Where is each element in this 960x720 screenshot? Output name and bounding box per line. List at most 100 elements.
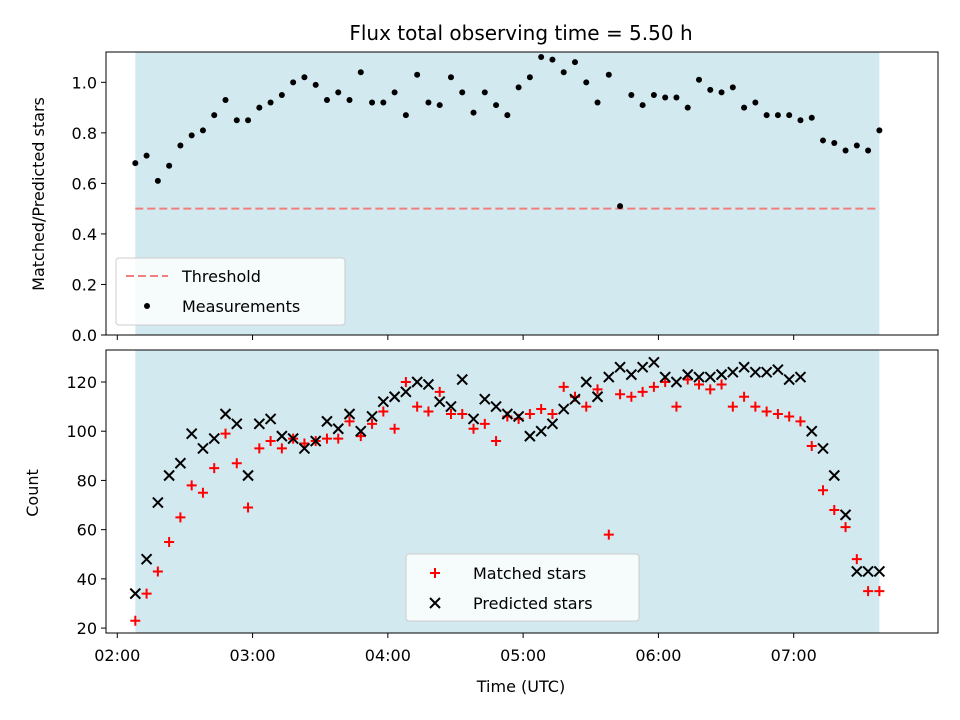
predicted-star-point [388,391,401,403]
chart-title: Flux total observing time = 5.50 h [349,21,692,45]
predicted-star-point [783,373,795,386]
matched-star-point [592,384,603,395]
predicted-star-point [264,413,277,425]
measurement-point [707,86,714,93]
matched-star-point [389,423,400,434]
matched-star-point [660,376,671,387]
predicted-star-point [524,430,536,442]
measurement-point [493,102,500,109]
x-tick-label: 03:00 [230,646,276,665]
measurement-point [797,117,804,124]
measurement-point [549,56,556,63]
predicted-star-point [366,410,378,423]
predicted-star-point [828,469,840,482]
y-tick-label: 40 [77,570,97,589]
measurement-point [853,142,860,149]
predicted-star-point [140,553,153,565]
predicted-star-point [806,425,818,437]
matched-star-point [491,436,502,447]
measurement-point [752,99,759,106]
predicted-star-point [591,391,604,403]
predicted-star-point [242,469,254,482]
legend-threshold-label: Threshold [181,267,261,286]
matched-star-point [333,433,344,444]
matched-star-point [693,379,704,390]
y-tick-label: 0.4 [72,225,97,244]
predicted-star-point [558,403,570,415]
legend-matched-swatch [430,568,440,578]
measurement-point [526,74,533,81]
measurement-point [357,69,364,76]
predicted-star-point [400,386,412,398]
predicted-star-point [738,361,750,373]
measurement-point [166,162,173,169]
measurement-point [245,117,252,124]
matched-star-point [524,408,535,419]
matched-star-point [276,443,287,454]
x-tick-label: 06:00 [635,646,681,665]
measurement-point [346,97,353,104]
measurement-point [820,137,827,144]
measurement-point [774,112,781,119]
matched-star-point [615,389,626,400]
predicted-star-point [332,423,344,435]
predicted-star-point [794,371,807,383]
matched-star-point [243,502,254,513]
matched-star-point [130,615,141,626]
measurement-point [278,91,285,98]
matched-star-point [141,588,152,599]
predicted-star-point [276,430,288,442]
measurement-point [369,99,376,106]
predicted-star-point [253,418,266,430]
matched-star-point [321,433,332,444]
measurement-point [504,112,511,119]
measurement-point [470,109,477,116]
predicted-star-point [648,356,660,369]
matched-star-point [671,401,682,412]
measurement-point [459,89,466,96]
predicted-star-point [546,418,559,430]
measurement-point [617,203,624,210]
predicted-star-point [197,442,209,455]
matched-star-point [468,423,479,434]
predicted-star-point [298,442,311,455]
predicted-star-point [636,361,649,373]
y-tick-label: 0.2 [72,275,97,294]
predicted-star-point [749,366,762,378]
measurement-point [673,94,680,101]
measurement-point [256,104,263,111]
measurement-point [177,142,184,149]
predicted-star-point [445,400,457,413]
predicted-star-point [231,418,243,430]
y-tick-label: 80 [77,471,97,490]
bottom-legend [405,553,640,622]
predicted-star-point [287,432,299,445]
predicted-star-point [501,408,514,420]
measurement-point [222,97,229,104]
x-tick-label: 02:00 [94,646,140,665]
matched-star-point [581,401,592,412]
matched-star-point [818,485,829,496]
measurement-point [583,79,590,86]
measurement-point [154,177,161,184]
measurement-point [538,54,545,61]
predicted-star-point [411,376,423,388]
matched-star-point [851,554,862,565]
y-tick-label: 0.6 [72,174,97,193]
matched-star-point [231,458,242,469]
matched-star-point [175,512,186,523]
measurement-point [718,89,725,96]
predicted-star-point [614,361,626,373]
matched-star-point [412,401,423,412]
matched-star-point [220,428,231,439]
predicted-star-point [873,565,886,578]
predicted-star-point [727,366,739,378]
predicted-star-point [659,371,671,383]
measurement-point [380,99,387,106]
y-tick-label: 60 [77,521,97,540]
top-plot-area: 0.0 0.2 0.4 0.6 0.8 1.0 Threshold Measurements [72,51,939,345]
legend-predicted-label: Predicted stars [473,594,593,613]
measurement-point [188,132,195,139]
matched-star-point [795,416,806,427]
